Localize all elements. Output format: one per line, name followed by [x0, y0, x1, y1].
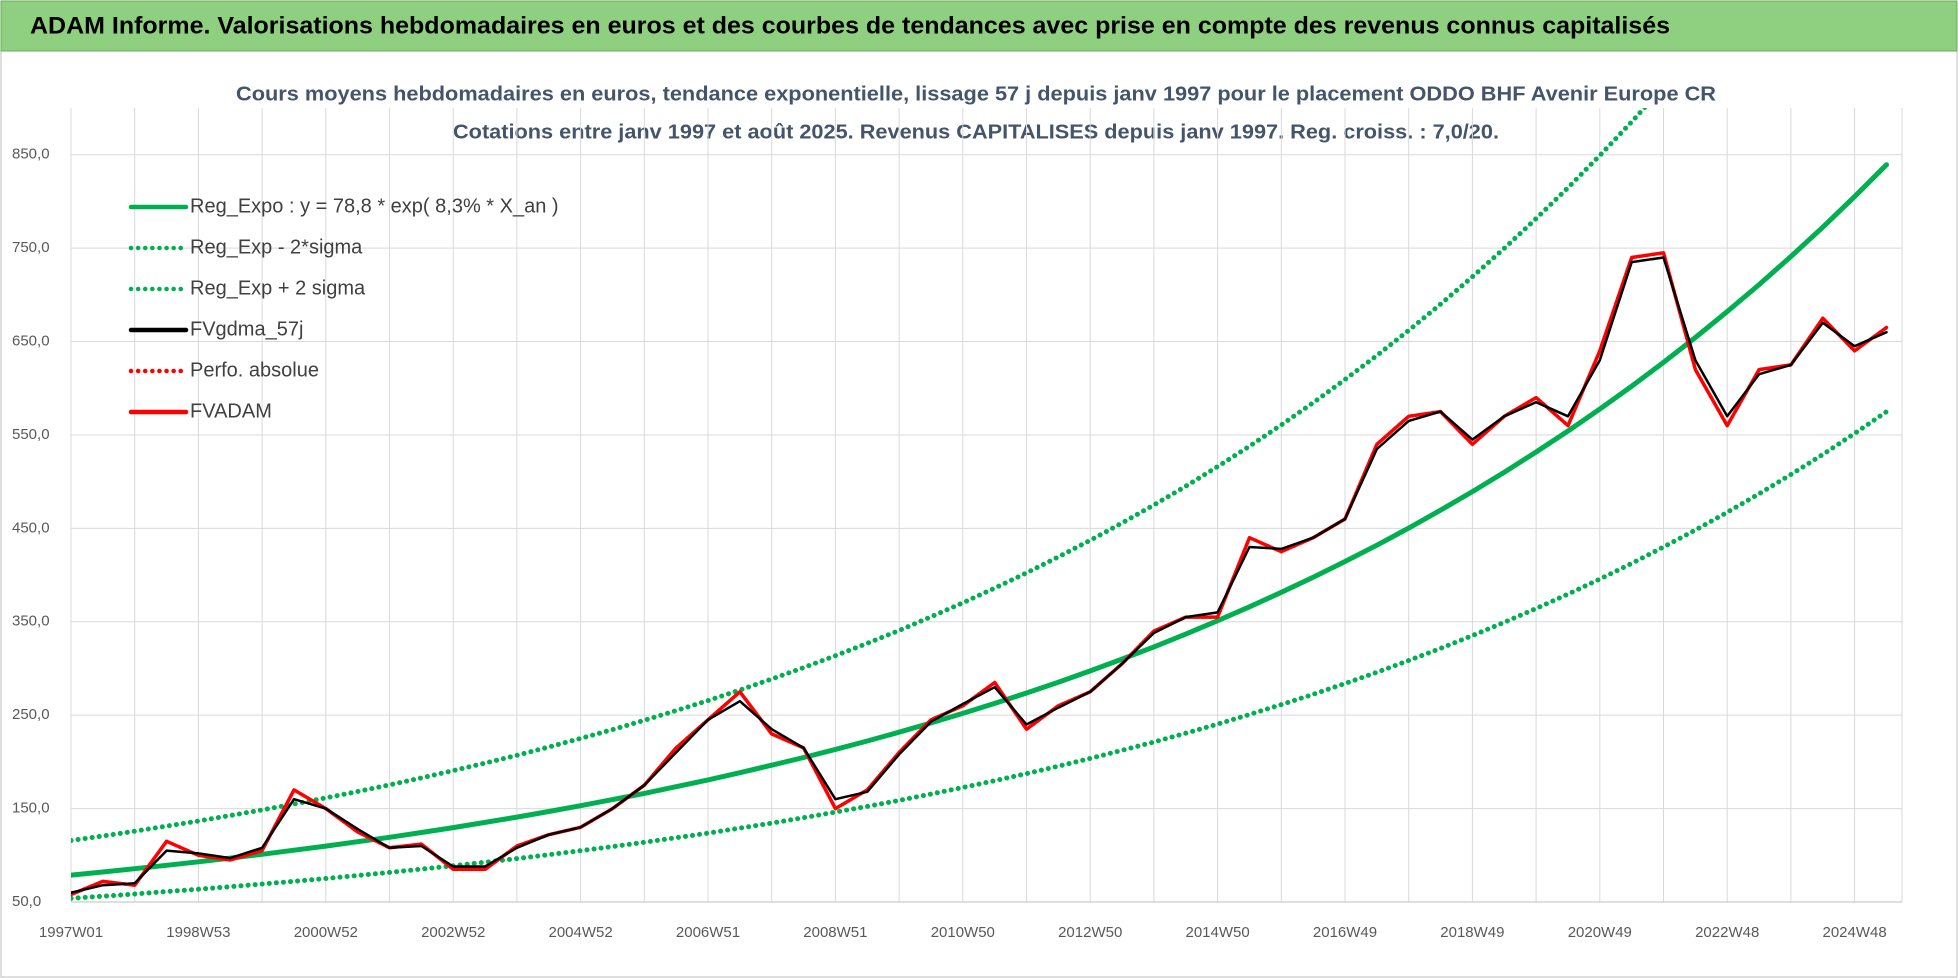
series-line: [71, 256, 1888, 894]
x-tick-label: 2016W49: [1313, 924, 1377, 941]
y-tick-label: 50,0: [12, 893, 41, 910]
x-tick-label: 2010W50: [931, 924, 995, 941]
series-line: [71, 108, 1648, 843]
legend-label: FVgdma_57j: [190, 318, 303, 340]
y-tick-label: 250,0: [12, 706, 50, 723]
y-tick-label: 450,0: [12, 519, 50, 536]
y-tick-label: 150,0: [12, 800, 50, 817]
header-title: ADAM Informe. Valorisations hebdomadaire…: [30, 12, 1670, 39]
legend-label: Reg_Exp + 2 sigma: [190, 277, 366, 299]
legend-label: Reg_Expo : y = 78,8 * exp( 8,3% * X_an ): [190, 195, 559, 217]
x-tick-label: 1997W01: [39, 924, 103, 941]
x-tick-label: 2006W51: [676, 924, 740, 941]
x-tick-label: 2014W50: [1185, 924, 1249, 941]
chart-subtitle: Cotations entre janv 1997 et août 2025. …: [453, 121, 1499, 143]
x-tick-label: 1998W53: [166, 924, 230, 941]
x-tick-label: 2012W50: [1058, 924, 1122, 941]
y-tick-label: 350,0: [12, 613, 50, 630]
legend-label: FVADAM: [190, 400, 272, 422]
legend-label: Perfo. absolue: [190, 359, 319, 381]
x-tick-label: 2004W52: [548, 924, 612, 941]
y-tick-label: 850,0: [12, 146, 50, 163]
x-tick-label: 2008W51: [803, 924, 867, 941]
y-tick-label: 550,0: [12, 426, 50, 443]
plot-area: [71, 108, 1889, 901]
y-tick-label: 650,0: [12, 332, 50, 349]
series-line: [71, 409, 1889, 901]
x-tick-label: 2022W48: [1695, 924, 1759, 941]
header-bar: [0, 0, 1958, 52]
chart-title: Cours moyens hebdomadaires en euros, ten…: [236, 83, 1717, 105]
y-tick-label: 750,0: [12, 239, 50, 256]
legend-label: Reg_Exp - 2*sigma: [190, 236, 363, 258]
x-tick-label: 2002W52: [421, 924, 485, 941]
x-tick-label: 2000W52: [294, 924, 358, 941]
x-tick-label: 2024W48: [1822, 924, 1886, 941]
x-tick-label: 2018W49: [1440, 924, 1504, 941]
x-tick-label: 2020W49: [1568, 924, 1632, 941]
